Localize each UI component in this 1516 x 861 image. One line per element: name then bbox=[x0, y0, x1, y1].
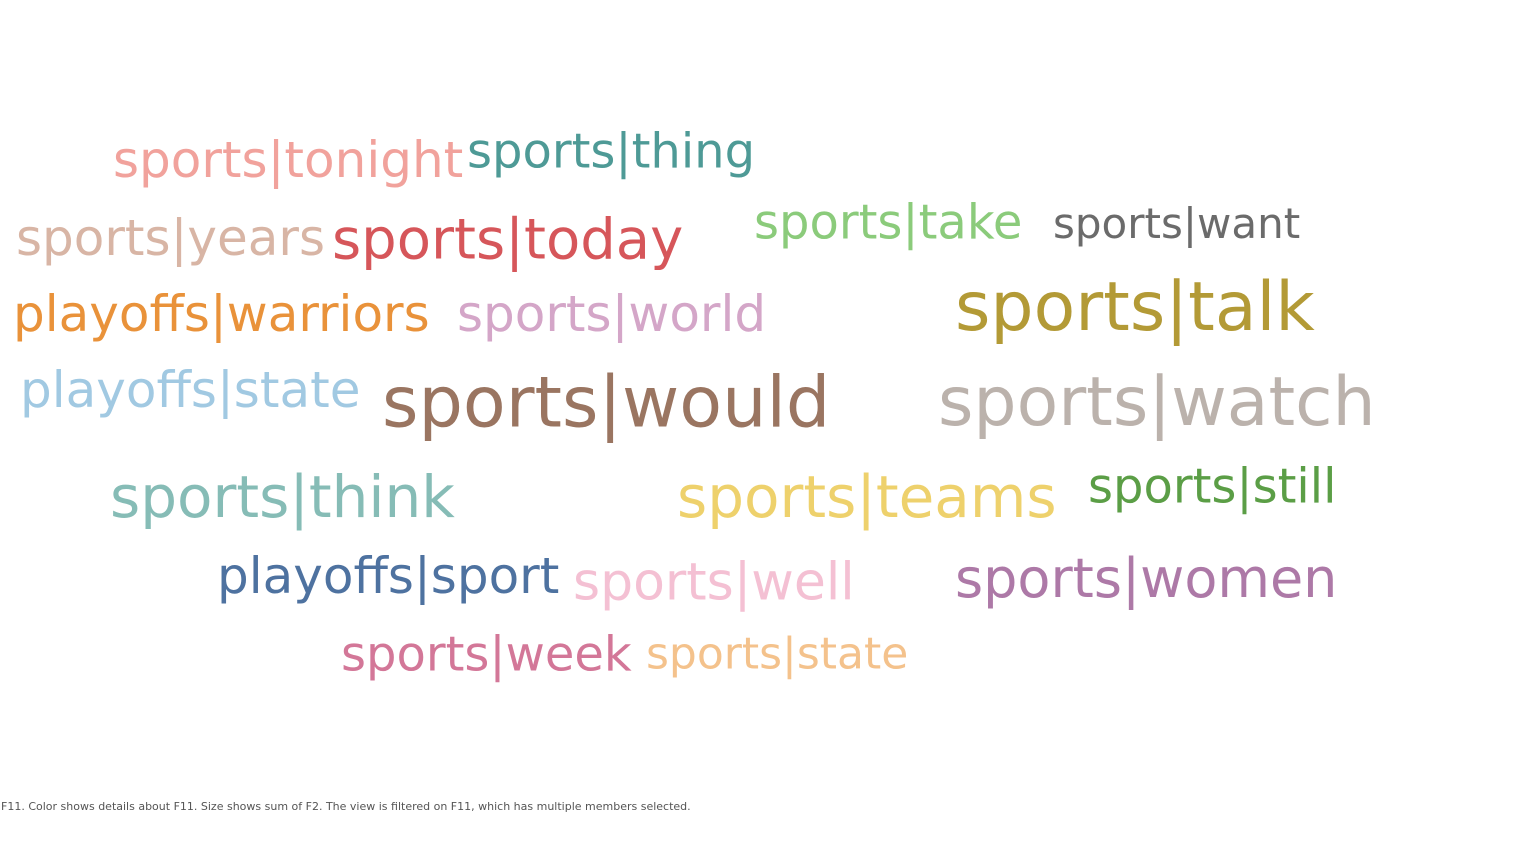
word-sports-week[interactable]: sports|week bbox=[341, 626, 632, 683]
word-playoffs-sport[interactable]: playoffs|sport bbox=[217, 547, 560, 605]
word-sports-think[interactable]: sports|think bbox=[110, 462, 455, 531]
word-sports-would[interactable]: sports|would bbox=[382, 361, 831, 444]
word-sports-still[interactable]: sports|still bbox=[1088, 458, 1337, 515]
word-sports-teams[interactable]: sports|teams bbox=[677, 462, 1057, 531]
word-sports-thing[interactable]: sports|thing bbox=[467, 123, 756, 180]
word-sports-well[interactable]: sports|well bbox=[573, 552, 855, 613]
word-playoffs-state[interactable]: playoffs|state bbox=[20, 361, 361, 419]
word-sports-world[interactable]: sports|world bbox=[457, 285, 767, 343]
word-sports-watch[interactable]: sports|watch bbox=[938, 362, 1376, 442]
word-playoffs-warriors[interactable]: playoffs|warriors bbox=[13, 285, 430, 343]
word-sports-take[interactable]: sports|take bbox=[754, 194, 1023, 251]
chart-caption: F11. Color shows details about F11. Size… bbox=[1, 800, 691, 813]
word-sports-state[interactable]: sports|state bbox=[646, 628, 909, 680]
word-sports-want[interactable]: sports|want bbox=[1053, 199, 1301, 249]
word-sports-today[interactable]: sports|today bbox=[332, 207, 684, 273]
word-sports-talk[interactable]: sports|talk bbox=[955, 267, 1315, 347]
word-sports-years[interactable]: sports|years bbox=[16, 209, 326, 267]
word-sports-tonight[interactable]: sports|tonight bbox=[113, 131, 464, 189]
word-sports-women[interactable]: sports|women bbox=[955, 546, 1338, 610]
word-cloud: sports|tonight sports|thing sports|years… bbox=[13, 123, 1376, 683]
